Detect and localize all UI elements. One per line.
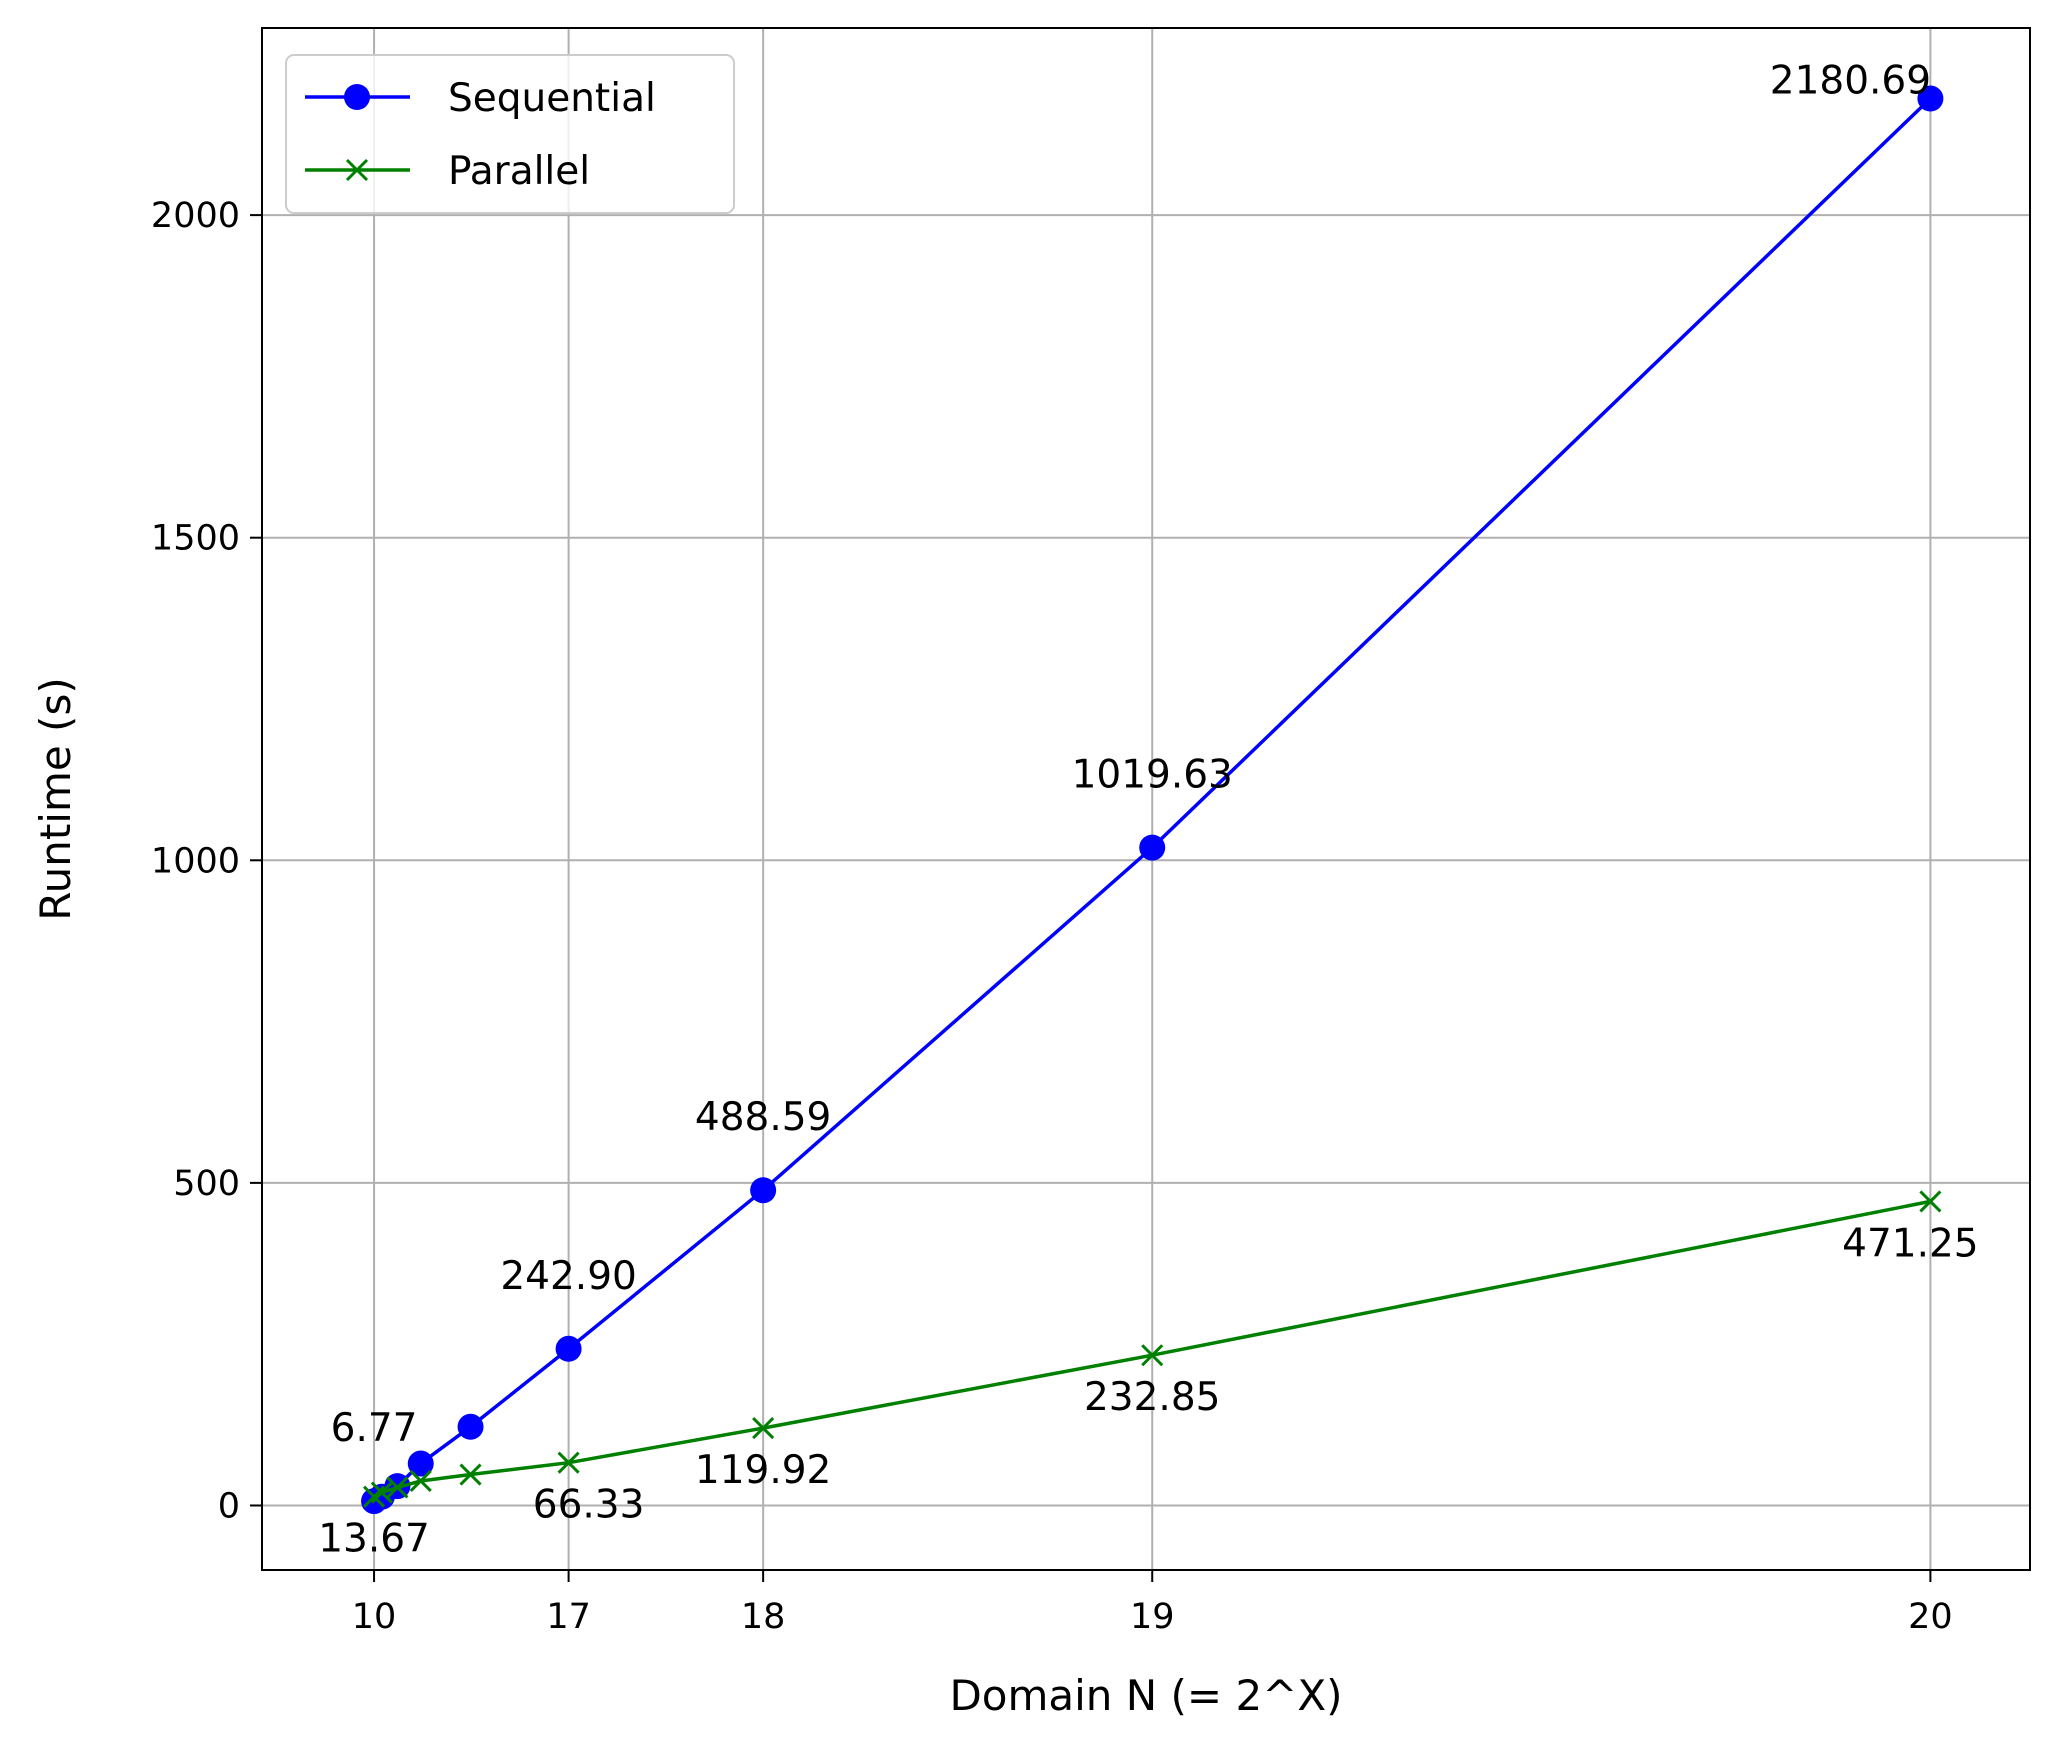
- data-point-sequential: [750, 1177, 777, 1204]
- data-point-parallel: [409, 1469, 432, 1493]
- plot-frame: [261, 27, 2031, 1571]
- legend-item-sequential: Sequential: [305, 76, 656, 121]
- data-label: 488.59: [695, 1095, 831, 1140]
- y-tick-label: 1000: [151, 841, 240, 881]
- data-point-parallel: [370, 1481, 393, 1504]
- data-label: 119.92: [695, 1448, 831, 1493]
- legend: Sequential Parallel: [285, 54, 735, 214]
- y-tick-label: 1500: [151, 519, 240, 559]
- data-point-sequential: [1139, 834, 1166, 861]
- data-label: 1019.63: [1072, 753, 1233, 798]
- data-point-parallel: [752, 1417, 775, 1440]
- x-axis-label: Domain N (= 2^X): [949, 1671, 1342, 1720]
- data-point-parallel: [1141, 1344, 1164, 1367]
- legend-item-parallel: Parallel: [305, 149, 590, 194]
- x-tick-label: 10: [352, 1597, 397, 1637]
- data-point-sequential: [457, 1413, 484, 1440]
- legend-label: Parallel: [448, 149, 590, 194]
- data-label: 66.33: [533, 1483, 645, 1528]
- data-label: 471.25: [1842, 1221, 1978, 1266]
- legend-marker: [345, 158, 369, 182]
- y-tick-label: 0: [218, 1486, 240, 1526]
- x-tick-label: 18: [741, 1597, 786, 1637]
- y-tick-label: 2000: [151, 196, 240, 236]
- data-point-sequential: [1917, 85, 1944, 112]
- data-label: 2180.69: [1770, 59, 1931, 104]
- legend-marker: [344, 84, 370, 110]
- data-label: 242.90: [500, 1254, 636, 1299]
- data-point-parallel: [459, 1463, 482, 1486]
- y-axis-label: Runtime (s): [31, 677, 80, 920]
- series-parallel: [362, 1190, 1942, 1508]
- grid: [262, 28, 2030, 1570]
- data-point-parallel: [557, 1451, 580, 1474]
- x-tick-label: 17: [546, 1597, 591, 1637]
- data-labels: 6.77 242.90 488.59 1019.63 2180.69 13.67 66.33…: [318, 59, 1978, 1562]
- x-tick-label: 19: [1130, 1597, 1175, 1637]
- legend-label: Sequential: [448, 76, 656, 121]
- data-label: 6.77: [331, 1406, 418, 1451]
- series-layer: [361, 85, 1944, 1515]
- legend-box: [285, 54, 735, 214]
- data-point-sequential: [555, 1335, 582, 1362]
- axis-ticks: 10 17 18 19 20 0 500 1000 1500 2000: [151, 196, 1953, 1637]
- data-point-parallel: [386, 1476, 409, 1499]
- x-tick-label: 20: [1908, 1597, 1953, 1637]
- data-point-sequential: [407, 1450, 434, 1477]
- data-label: 13.67: [318, 1517, 430, 1562]
- y-tick-label: 500: [173, 1164, 240, 1204]
- data-label: 232.85: [1084, 1375, 1220, 1420]
- data-point-parallel: [1919, 1190, 1942, 1213]
